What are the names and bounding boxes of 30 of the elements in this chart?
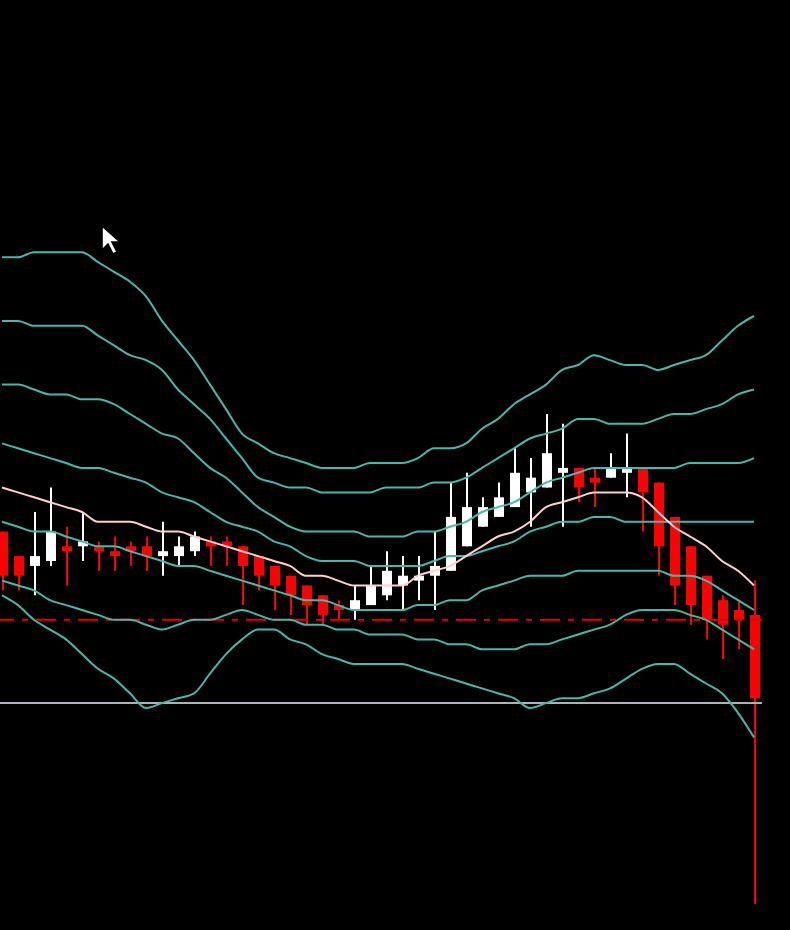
candlestick — [366, 564, 376, 607]
candlestick — [542, 413, 552, 489]
candlestick — [574, 466, 584, 504]
candlestick — [382, 550, 392, 602]
candlestick — [110, 535, 120, 572]
candlestick — [174, 535, 184, 567]
candlestick — [494, 481, 504, 518]
candlestick — [158, 520, 168, 577]
candlestick — [46, 486, 56, 567]
candlestick — [238, 545, 248, 607]
candlestick — [318, 594, 328, 626]
candlestick — [254, 555, 264, 592]
candlestick — [558, 422, 568, 528]
candlestick — [142, 535, 152, 572]
candlestick — [270, 564, 280, 611]
candlestick — [734, 599, 744, 651]
candlestick — [30, 511, 40, 597]
candlestick — [14, 555, 24, 592]
candlestick — [62, 525, 72, 587]
candlestick — [638, 466, 648, 533]
candlestick — [702, 574, 712, 641]
candlestick — [606, 452, 616, 479]
candlestick — [510, 447, 520, 509]
candlestick — [590, 466, 600, 509]
candlestick — [0, 530, 8, 592]
candlestick — [478, 496, 488, 528]
candlestick — [350, 584, 360, 621]
candlestick — [462, 471, 472, 548]
candlestick — [286, 574, 296, 616]
candlestick — [718, 594, 728, 660]
